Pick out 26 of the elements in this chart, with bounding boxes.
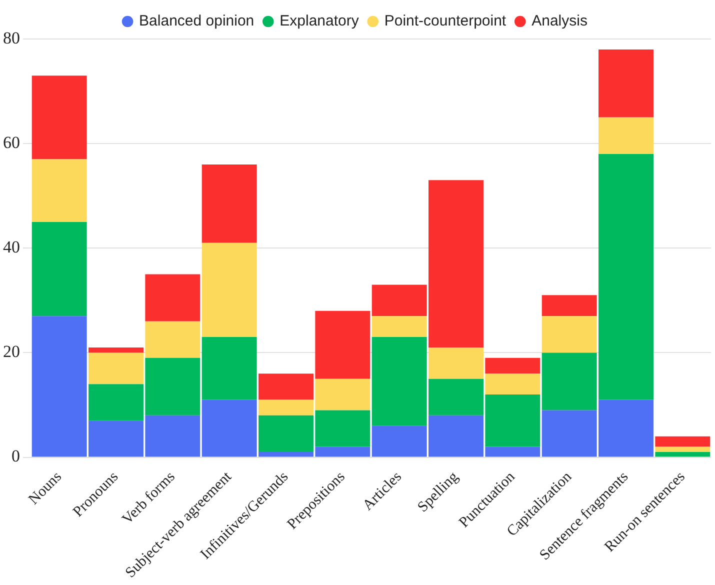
bar: [542, 295, 597, 316]
bar: [202, 242, 257, 338]
y-tick-label: 60: [3, 133, 20, 152]
bar: [202, 337, 257, 400]
bar: [598, 49, 654, 118]
bar: [32, 76, 87, 160]
bar: [202, 164, 257, 243]
bar: [655, 452, 710, 457]
legend-label: Point-counterpoint: [384, 12, 507, 30]
bar: [542, 316, 597, 353]
bar: [32, 222, 87, 316]
y-tick-label: 0: [12, 446, 20, 466]
bar: [655, 436, 710, 447]
legend-label: Analysis: [532, 12, 588, 30]
bar: [88, 347, 144, 353]
y-tick-label: 40: [3, 238, 20, 257]
bar: [145, 274, 200, 322]
bar: [655, 446, 710, 452]
legend-label: Explanatory: [280, 12, 360, 30]
bar: [485, 358, 540, 374]
legend-label: Balanced opinion: [139, 12, 254, 30]
y-tick-label: 80: [3, 28, 20, 48]
bar: [372, 316, 427, 338]
bar: [32, 159, 87, 222]
y-tick-label: 20: [3, 342, 20, 362]
bar: [598, 117, 654, 154]
